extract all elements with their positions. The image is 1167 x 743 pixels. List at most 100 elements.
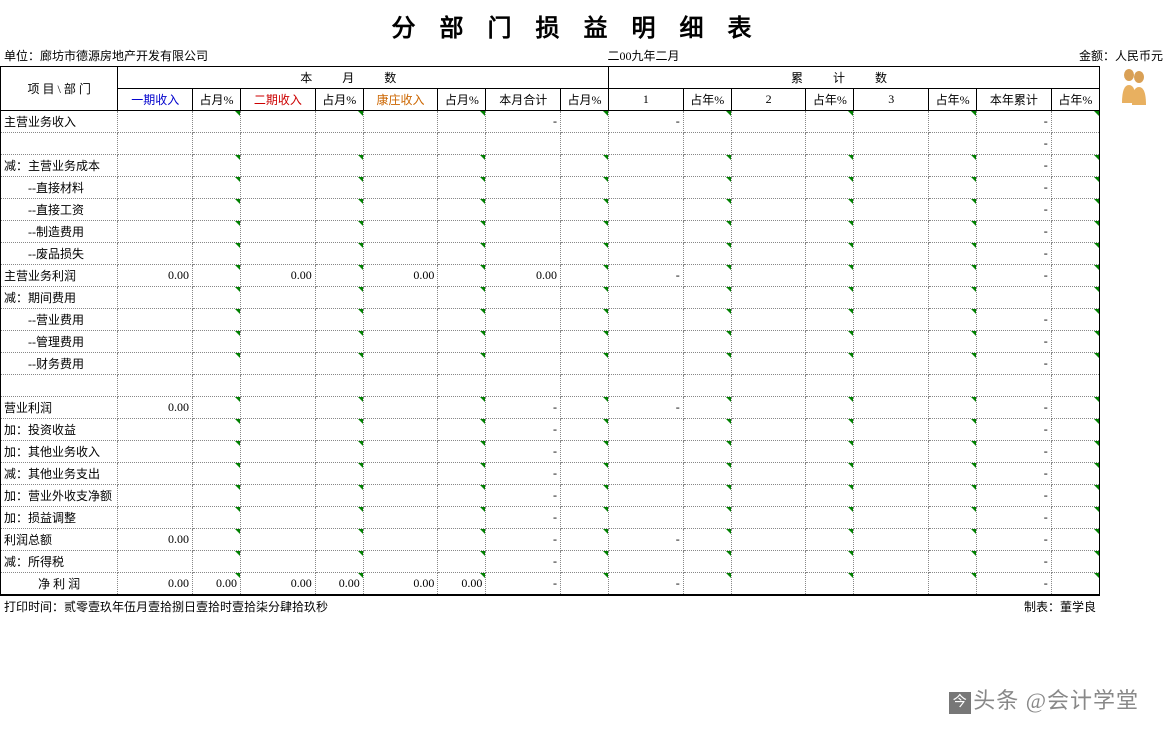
cell[interactable] bbox=[806, 111, 854, 133]
cell[interactable] bbox=[363, 551, 438, 573]
cell[interactable] bbox=[486, 133, 561, 155]
cell[interactable] bbox=[609, 551, 684, 573]
cell[interactable] bbox=[241, 199, 316, 221]
cell[interactable] bbox=[193, 221, 241, 243]
cell[interactable] bbox=[683, 485, 731, 507]
cell[interactable] bbox=[363, 155, 438, 177]
cell[interactable]: - bbox=[486, 573, 561, 595]
cell[interactable] bbox=[806, 573, 854, 595]
cell[interactable] bbox=[438, 177, 486, 199]
cell[interactable]: - bbox=[609, 529, 684, 551]
cell[interactable] bbox=[561, 529, 609, 551]
cell[interactable] bbox=[193, 199, 241, 221]
cell[interactable] bbox=[561, 155, 609, 177]
cell[interactable] bbox=[315, 177, 363, 199]
cell[interactable] bbox=[683, 375, 731, 397]
cell[interactable]: 0.00 bbox=[118, 265, 193, 287]
cell[interactable] bbox=[1051, 419, 1099, 441]
cell[interactable] bbox=[1051, 573, 1099, 595]
cell[interactable]: - bbox=[977, 551, 1052, 573]
cell[interactable] bbox=[241, 111, 316, 133]
cell[interactable] bbox=[193, 551, 241, 573]
cell[interactable] bbox=[118, 287, 193, 309]
cell[interactable]: - bbox=[977, 243, 1052, 265]
cell[interactable] bbox=[1051, 221, 1099, 243]
cell[interactable]: - bbox=[486, 529, 561, 551]
cell[interactable] bbox=[118, 155, 193, 177]
cell[interactable] bbox=[193, 243, 241, 265]
cell[interactable] bbox=[241, 485, 316, 507]
cell[interactable] bbox=[315, 331, 363, 353]
cell[interactable] bbox=[486, 221, 561, 243]
cell[interactable] bbox=[929, 529, 977, 551]
cell[interactable] bbox=[806, 419, 854, 441]
cell[interactable] bbox=[193, 353, 241, 375]
cell[interactable] bbox=[241, 419, 316, 441]
cell[interactable] bbox=[363, 133, 438, 155]
cell[interactable] bbox=[929, 441, 977, 463]
cell[interactable]: 0.00 bbox=[363, 265, 438, 287]
cell[interactable] bbox=[241, 529, 316, 551]
cell[interactable] bbox=[731, 551, 806, 573]
cell[interactable] bbox=[315, 199, 363, 221]
cell[interactable] bbox=[363, 419, 438, 441]
cell[interactable]: - bbox=[977, 155, 1052, 177]
cell[interactable] bbox=[241, 441, 316, 463]
cell[interactable] bbox=[1051, 463, 1099, 485]
cell[interactable] bbox=[1051, 529, 1099, 551]
cell[interactable] bbox=[929, 375, 977, 397]
cell[interactable] bbox=[193, 485, 241, 507]
cell[interactable] bbox=[609, 485, 684, 507]
cell[interactable]: - bbox=[977, 397, 1052, 419]
cell[interactable] bbox=[1051, 243, 1099, 265]
cell[interactable] bbox=[609, 463, 684, 485]
cell[interactable]: 0.00 bbox=[193, 573, 241, 595]
cell[interactable]: 0.00 bbox=[118, 529, 193, 551]
cell[interactable] bbox=[241, 551, 316, 573]
cell[interactable] bbox=[315, 111, 363, 133]
cell[interactable] bbox=[609, 243, 684, 265]
cell[interactable] bbox=[854, 419, 929, 441]
cell[interactable] bbox=[241, 507, 316, 529]
cell[interactable] bbox=[363, 507, 438, 529]
cell[interactable] bbox=[683, 199, 731, 221]
cell[interactable] bbox=[193, 375, 241, 397]
cell[interactable] bbox=[315, 155, 363, 177]
cell[interactable] bbox=[977, 375, 1052, 397]
cell[interactable] bbox=[561, 573, 609, 595]
cell[interactable] bbox=[438, 463, 486, 485]
cell[interactable] bbox=[486, 331, 561, 353]
cell[interactable] bbox=[561, 221, 609, 243]
cell[interactable] bbox=[731, 177, 806, 199]
cell[interactable]: 0.00 bbox=[438, 573, 486, 595]
cell[interactable] bbox=[241, 375, 316, 397]
cell[interactable] bbox=[683, 309, 731, 331]
cell[interactable] bbox=[806, 265, 854, 287]
cell[interactable] bbox=[118, 221, 193, 243]
cell[interactable] bbox=[315, 507, 363, 529]
cell[interactable] bbox=[854, 353, 929, 375]
cell[interactable] bbox=[241, 177, 316, 199]
cell[interactable] bbox=[315, 133, 363, 155]
cell[interactable] bbox=[854, 265, 929, 287]
cell[interactable] bbox=[609, 287, 684, 309]
cell[interactable] bbox=[731, 419, 806, 441]
cell[interactable] bbox=[683, 265, 731, 287]
cell[interactable]: 0.00 bbox=[486, 265, 561, 287]
cell[interactable] bbox=[731, 507, 806, 529]
cell[interactable] bbox=[486, 287, 561, 309]
cell[interactable]: - bbox=[486, 111, 561, 133]
cell[interactable] bbox=[363, 397, 438, 419]
cell[interactable] bbox=[118, 551, 193, 573]
cell[interactable] bbox=[731, 243, 806, 265]
cell[interactable] bbox=[438, 111, 486, 133]
cell[interactable] bbox=[486, 199, 561, 221]
cell[interactable]: - bbox=[609, 397, 684, 419]
cell[interactable]: - bbox=[486, 463, 561, 485]
cell[interactable] bbox=[118, 507, 193, 529]
cell[interactable] bbox=[731, 485, 806, 507]
cell[interactable]: - bbox=[977, 419, 1052, 441]
cell[interactable] bbox=[683, 353, 731, 375]
cell[interactable] bbox=[193, 111, 241, 133]
cell[interactable] bbox=[241, 133, 316, 155]
